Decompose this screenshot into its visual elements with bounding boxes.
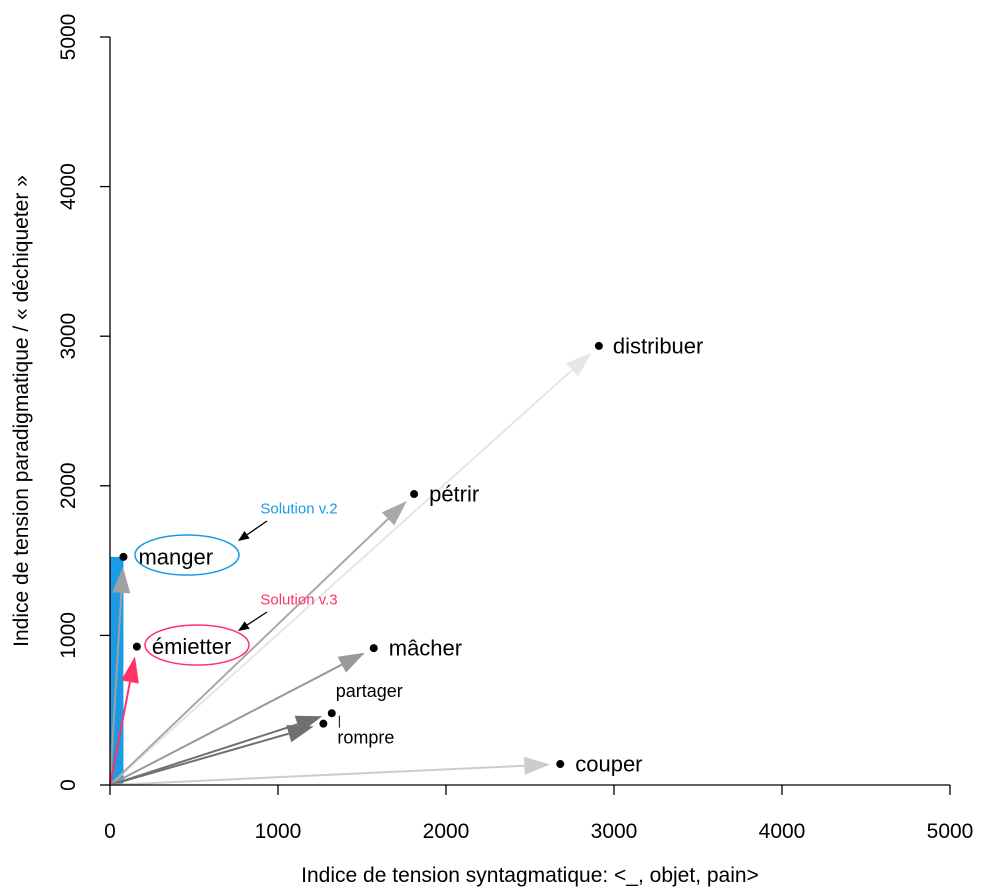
arrow-rompre [109, 724, 314, 786]
arrow-head [523, 756, 551, 775]
arrow-petrir [109, 500, 407, 786]
point-couper: couper [556, 752, 643, 777]
callout-shaft [246, 520, 268, 536]
x-tick-label: 4000 [759, 820, 806, 843]
point-manger: manger [119, 544, 213, 569]
point-layer: distribuer pétrir manger émietter mâcher part… [119, 333, 703, 777]
annotation-emietter: Solution v.3 [144, 592, 338, 666]
arrow-macher [109, 652, 365, 786]
x-tick-label: 0 [104, 820, 116, 843]
arrow-shaft [109, 518, 389, 786]
data-point [556, 760, 565, 769]
highlight-ellipse [134, 534, 240, 576]
arrow-head [286, 724, 314, 743]
x-axis-title: Indice de tension syntagmatique: <_, obj… [301, 864, 759, 887]
point-label-distribuer: distribuer [613, 333, 703, 358]
data-point [119, 552, 128, 561]
point-distribuer: distribuer [594, 333, 703, 358]
point-partager: partager [327, 681, 403, 718]
annotation-layer: Solution v.2 Solution v.3 [134, 501, 338, 666]
data-point [319, 719, 328, 728]
x-tick-label: 1000 [255, 820, 302, 843]
x-tick-label: 5000 [927, 820, 974, 843]
arrow-head [337, 652, 365, 673]
y-tick-label: 5000 [57, 14, 80, 61]
arrow-couper [109, 756, 551, 786]
point-label-rompre: rompre [337, 728, 394, 748]
arrow-shaft [109, 663, 343, 786]
arrow-head [566, 352, 592, 377]
point-rompre: rompre [319, 715, 394, 748]
x-tick-label: 2000 [423, 820, 470, 843]
x-tick-label: 3000 [591, 820, 638, 843]
arrow-shaft [109, 369, 573, 786]
y-axis-title: Indice de tension paradigmatique / « déc… [10, 175, 33, 647]
annotation-label: Solution v.3 [260, 592, 337, 609]
y-tick-label: 1000 [57, 612, 80, 659]
arrow-head [381, 500, 407, 526]
point-label-partager: partager [336, 681, 403, 701]
axes-layer: 0 1000 2000 3000 4000 5000 0 1000 2000 3000 4000 5… [57, 14, 973, 843]
point-emietter: émietter [132, 634, 231, 659]
y-tick-label: 2000 [57, 462, 80, 509]
callout-head [238, 531, 250, 541]
arrow-layer [109, 352, 592, 786]
y-ticks: 0 1000 2000 3000 4000 5000 [57, 14, 110, 791]
callout-shaft [246, 611, 268, 626]
y-tick-label: 0 [57, 779, 80, 791]
data-point [594, 341, 603, 350]
arrow-shaft [109, 723, 298, 786]
point-label-macher: mâcher [389, 636, 462, 661]
arrow-shaft [109, 764, 525, 786]
point-label-couper: couper [575, 752, 642, 777]
data-point [132, 642, 141, 651]
point-label-petrir: pétrir [429, 482, 479, 507]
point-label-manger: manger [138, 544, 213, 569]
data-point [410, 490, 419, 499]
point-macher: mâcher [369, 636, 462, 661]
arrow-emietter [109, 656, 139, 786]
x-ticks: 0 1000 2000 3000 4000 5000 [104, 785, 973, 843]
arrow-head [112, 566, 131, 594]
callout-head [238, 621, 250, 631]
arrow-distribuer [109, 352, 592, 786]
annotation-label: Solution v.2 [260, 501, 337, 518]
y-tick-label: 4000 [57, 163, 80, 210]
y-tick-label: 3000 [57, 313, 80, 360]
arrow-shaft [109, 732, 290, 786]
point-label-emietter: émietter [152, 634, 231, 659]
point-petrir: pétrir [410, 482, 479, 507]
annotation-manger: Solution v.2 [134, 501, 338, 576]
arrow-shaft [109, 681, 131, 786]
arrow-manger [109, 566, 131, 786]
data-point [327, 709, 336, 718]
arrow-shaft [109, 592, 123, 786]
data-point [369, 644, 378, 653]
highlight-ellipse [144, 624, 250, 666]
arrow-head [121, 656, 139, 684]
